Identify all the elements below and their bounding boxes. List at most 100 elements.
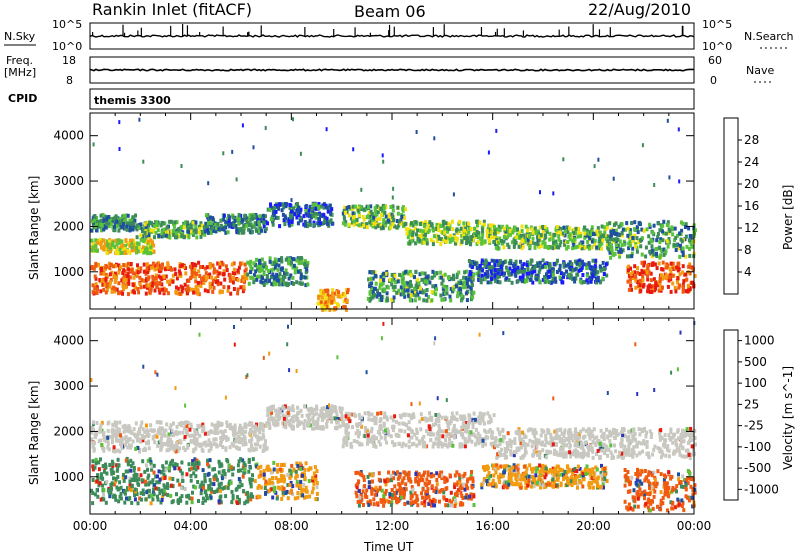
- scatter-cell: [418, 290, 422, 295]
- scatter-cell: [370, 287, 373, 292]
- scatter-cell: [634, 285, 638, 290]
- scatter-cell: [614, 247, 618, 251]
- scatter-cell: [536, 229, 540, 234]
- scatter-cell: [95, 421, 99, 425]
- scatter-cell: [509, 259, 513, 264]
- scatter-cell: [416, 292, 420, 297]
- scatter-cell: [558, 231, 562, 236]
- scatter-cell: [217, 227, 221, 232]
- scatter-cell: [563, 239, 567, 244]
- scatter-cell: [641, 278, 645, 283]
- scatter-cell: [256, 442, 260, 447]
- scatter-cell: [578, 261, 581, 266]
- scatter-cell: [473, 226, 476, 231]
- scatter-cell: [559, 271, 563, 276]
- scatter-cell: [299, 256, 303, 260]
- noise-panel: N.Sky 10^5 10^0 10^5 10^0 N.Search: [4, 18, 794, 53]
- scatter-cell: [644, 254, 648, 259]
- scatter-cell: [115, 250, 118, 255]
- scatter-cell: [240, 226, 244, 231]
- scatter-cell: [536, 242, 540, 246]
- scatter-cell: [223, 277, 227, 282]
- scatter-cell: [469, 237, 473, 242]
- scatter-cell: [169, 219, 173, 224]
- scatter-cell: [415, 436, 419, 441]
- scatter-cell: [460, 281, 464, 286]
- scatter-cell: [598, 280, 602, 285]
- scatter-cell: [507, 270, 511, 275]
- scatter-cell: [671, 261, 675, 266]
- scatter-cell: [302, 422, 306, 427]
- scatter-cell: [325, 407, 328, 412]
- scatter-cell: [320, 414, 324, 419]
- scatter-cell: [347, 431, 350, 436]
- scatter-cell: [407, 420, 411, 425]
- scatter-cell: [638, 285, 642, 290]
- scatter-cell: [275, 274, 279, 279]
- scatter-cell: [688, 253, 692, 258]
- scatter-cell: [433, 441, 437, 446]
- scatter-cell: [297, 410, 301, 415]
- scatter-cell: [99, 222, 103, 227]
- scatter-cell: [189, 264, 192, 269]
- scatter-cell: [657, 221, 660, 226]
- scatter-cell: [593, 270, 597, 275]
- scatter-cell: [226, 230, 230, 235]
- scatter-cell: [521, 276, 525, 281]
- scatter-cell: [311, 214, 315, 218]
- scatter-cell: [489, 419, 493, 424]
- scatter-cell: [538, 260, 542, 265]
- scatter-cell: [213, 426, 217, 431]
- scatter-cell: [231, 280, 235, 285]
- beam-title: Beam 06: [354, 2, 426, 21]
- scatter-cell: [196, 280, 200, 285]
- scatter-cell: [442, 238, 446, 243]
- scatter-cell: [410, 221, 413, 226]
- scatter-cell: [113, 286, 117, 291]
- scatter-cell: [281, 274, 285, 279]
- scatter-cell: [427, 228, 431, 233]
- scatter-cell: [569, 267, 572, 272]
- scatter-cell: [385, 291, 389, 296]
- scatter-cell: [233, 219, 237, 223]
- scatter-cell: [462, 221, 466, 226]
- scatter-cell: [394, 419, 398, 424]
- scatter-cell: [255, 274, 259, 279]
- scatter-cell: [123, 246, 127, 251]
- scatter-cell: [232, 426, 236, 431]
- scatter-cell: [631, 246, 635, 251]
- scatter-cell: [616, 238, 620, 242]
- scatter-cell: [138, 269, 142, 274]
- scatter-cell: [561, 231, 564, 236]
- scatter-cell: [134, 421, 138, 426]
- scatter-cell: [352, 219, 356, 224]
- scatter-cell: [401, 288, 404, 292]
- scatter-cell: [347, 213, 351, 218]
- scatter-cell: [144, 224, 148, 229]
- scatter-cell: [312, 426, 315, 431]
- scatter-cell: [606, 239, 610, 244]
- scatter-cell: [587, 261, 591, 266]
- scatter-cell: [184, 430, 188, 435]
- scatter-cell: [632, 445, 636, 450]
- scatter-cell: [538, 267, 542, 272]
- scatter-cell: [298, 269, 302, 273]
- scatter-cell: [305, 275, 309, 280]
- scatter-cell: [478, 267, 482, 272]
- scatter-cell: [601, 260, 605, 265]
- scatter-cell: [574, 226, 578, 231]
- scatter-cell: [558, 263, 562, 268]
- scatter-cell: [462, 275, 466, 280]
- scatter-cell: [344, 210, 347, 215]
- scatter-cell: [653, 183, 656, 187]
- scatter-cell: [243, 272, 247, 277]
- scatter-cell: [440, 297, 444, 302]
- scatter-cell: [238, 262, 242, 267]
- scatter-cell: [534, 430, 538, 435]
- scatter-cell: [684, 272, 688, 277]
- scatter-cell: [175, 444, 179, 449]
- scatter-cell: [459, 226, 463, 231]
- scatter-cell: [497, 262, 501, 267]
- scatter-cell: [391, 195, 394, 200]
- scatter-cell: [366, 296, 370, 301]
